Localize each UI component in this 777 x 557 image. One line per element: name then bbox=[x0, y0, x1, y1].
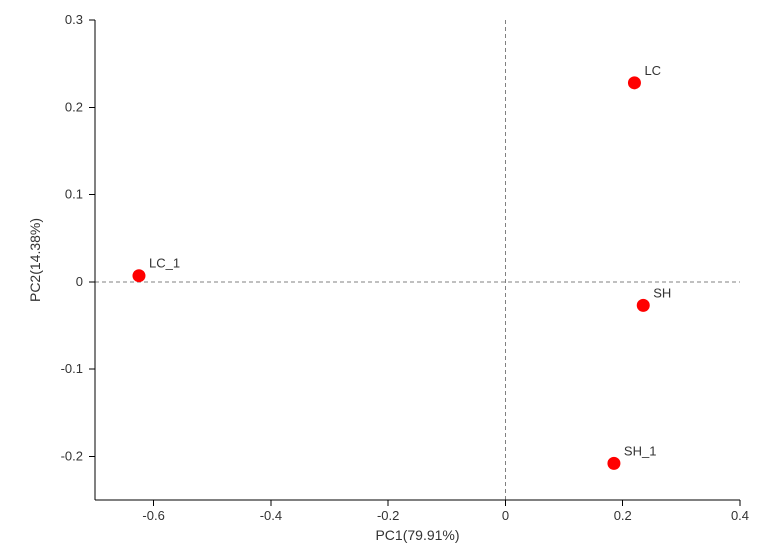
data-point-label: SH_1 bbox=[624, 443, 657, 458]
x-axis-title: PC1(79.91%) bbox=[375, 527, 459, 543]
y-tick-label: -0.1 bbox=[61, 361, 83, 376]
y-tick-label: 0.1 bbox=[65, 187, 83, 202]
y-tick-label: 0 bbox=[76, 274, 83, 289]
chart-background bbox=[0, 0, 777, 557]
y-tick-label: 0.3 bbox=[65, 12, 83, 27]
x-tick-label: -0.2 bbox=[377, 508, 399, 523]
data-point-label: LC bbox=[644, 63, 661, 78]
x-tick-label: 0 bbox=[502, 508, 509, 523]
x-tick-label: -0.4 bbox=[260, 508, 282, 523]
y-tick-label: 0.2 bbox=[65, 99, 83, 114]
data-point-label: SH bbox=[653, 285, 671, 300]
x-tick-label: 0.4 bbox=[731, 508, 749, 523]
data-point bbox=[607, 457, 620, 470]
chart-svg: -0.6 -0.4 -0.2 0 0.2 0.4 -0.2 -0.1 0 0.1 0.2 0.3 PC1… bbox=[0, 0, 777, 557]
y-axis-title: PC2(14.38%) bbox=[27, 218, 43, 302]
data-point bbox=[628, 76, 641, 89]
pca-scatter-chart: -0.6 -0.4 -0.2 0 0.2 0.4 -0.2 -0.1 0 0.1 0.2 0.3 PC1… bbox=[0, 0, 777, 557]
y-tick-label: -0.2 bbox=[61, 448, 83, 463]
x-tick-label: 0.2 bbox=[614, 508, 632, 523]
data-point bbox=[637, 299, 650, 312]
x-tick-label: -0.6 bbox=[142, 508, 164, 523]
data-point bbox=[132, 269, 145, 282]
data-point-label: LC_1 bbox=[149, 256, 180, 271]
